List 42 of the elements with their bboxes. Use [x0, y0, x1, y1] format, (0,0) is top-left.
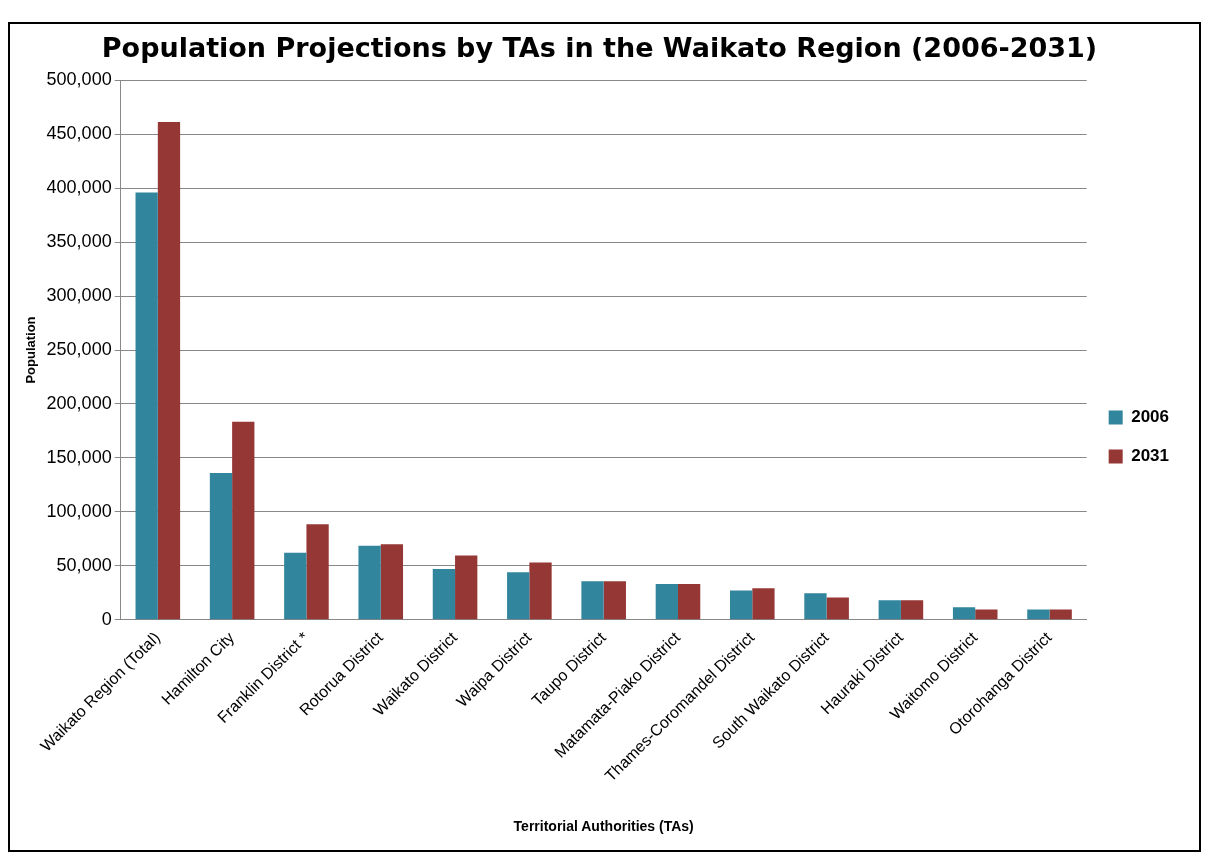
y-tick-label: 500,000: [46, 69, 112, 90]
y-tick-label: 350,000: [46, 231, 112, 252]
y-tick-label: 200,000: [46, 392, 112, 413]
bar: [1027, 609, 1050, 620]
bar: [135, 192, 158, 620]
bar: [677, 584, 701, 620]
legend-label: 2006: [1131, 407, 1170, 427]
bar: [432, 568, 456, 620]
y-axis-title: Population: [23, 316, 39, 384]
bar: [507, 572, 530, 620]
y-tick-label: 50,000: [56, 554, 112, 575]
legend-label: 2031: [1131, 446, 1170, 466]
y-tick-label: 0: [101, 608, 112, 629]
bar: [878, 600, 901, 620]
bar: [157, 121, 181, 620]
bar: [529, 562, 552, 620]
bar: [306, 524, 329, 620]
bar: [603, 581, 626, 620]
bar: [804, 593, 827, 620]
y-tick-label: 150,000: [46, 446, 112, 467]
bar: [284, 552, 307, 620]
bar: [952, 607, 976, 620]
chart-title: Population Projections by TAs in the Waikato Region (2006-2031): [101, 32, 1098, 64]
bar: [581, 581, 604, 620]
x-axis-title: Territorial Authorities (TAs): [513, 818, 694, 835]
y-tick-label: 400,000: [46, 177, 112, 198]
y-tick-label: 100,000: [46, 500, 112, 521]
bar: [900, 600, 924, 620]
bar: [232, 421, 255, 620]
bar: [730, 590, 753, 620]
bar: [455, 555, 478, 620]
y-tick-label: 450,000: [46, 123, 112, 144]
y-tick-label: 300,000: [46, 285, 112, 306]
bar: [358, 545, 381, 620]
bar: [380, 544, 404, 620]
bar: [752, 588, 775, 620]
bar: [826, 597, 849, 620]
bar: [655, 584, 678, 620]
bar: [1049, 609, 1072, 620]
y-tick-label: 250,000: [46, 338, 112, 359]
bar: [975, 609, 998, 620]
bar: [209, 472, 233, 620]
